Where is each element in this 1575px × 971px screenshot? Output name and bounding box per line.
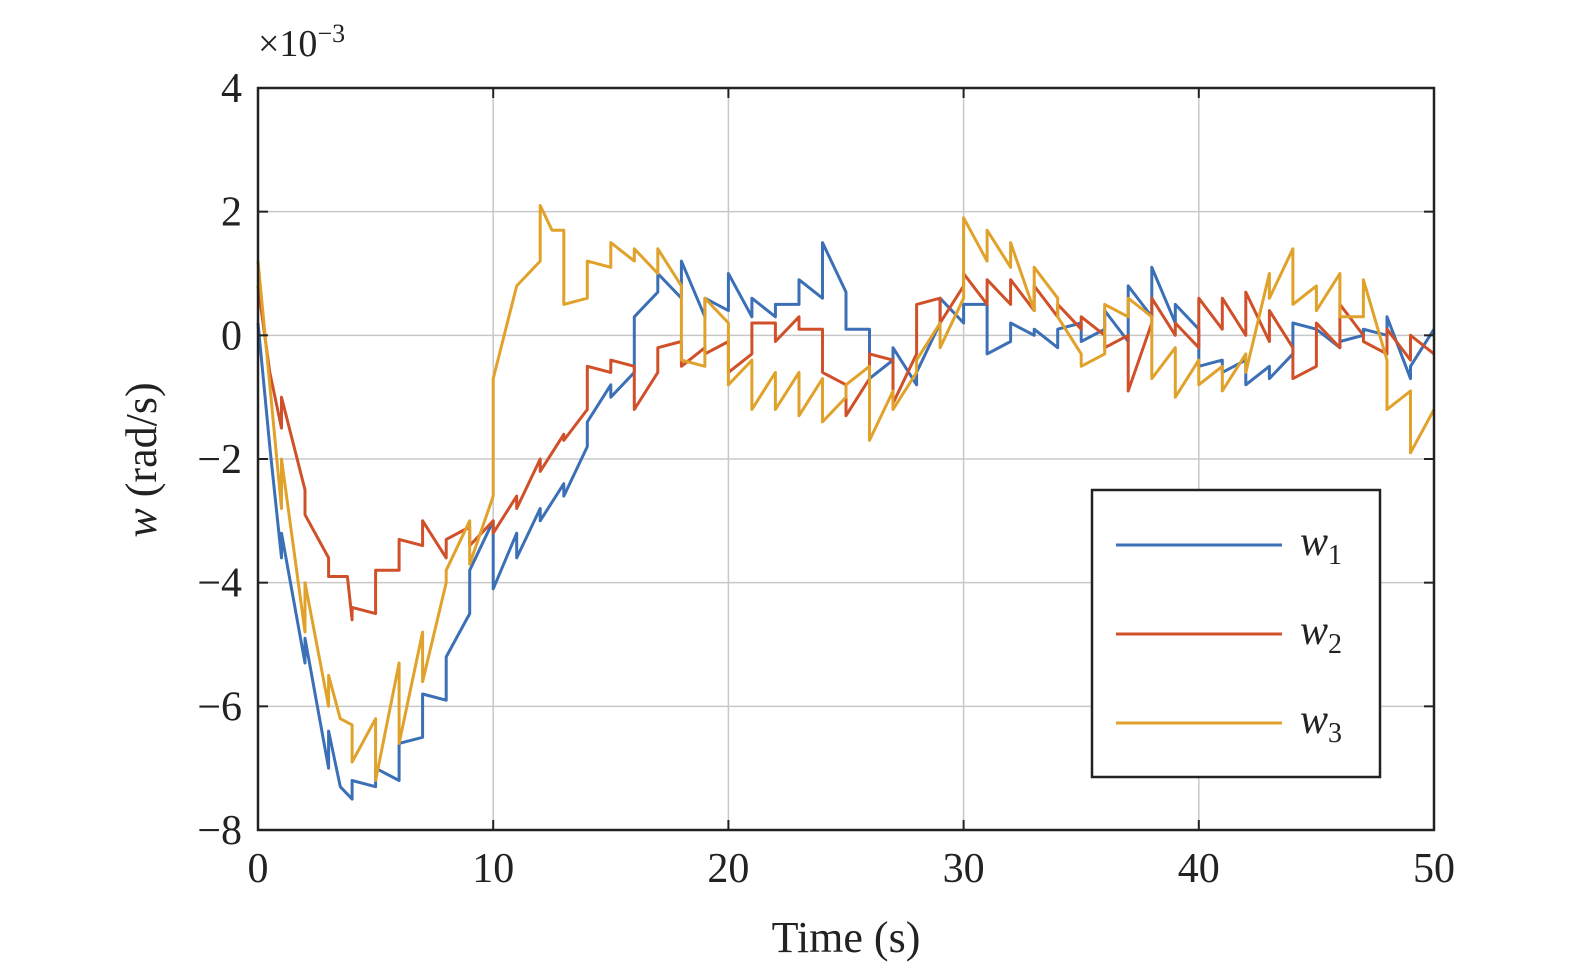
series-line-w3 [256,204,1436,782]
y-multiplier: ×10−3 [258,19,345,65]
y-multiplier-base: ×10 [258,23,317,65]
y-tick-labels: −8 −6 −4 −2 0 2 4 [197,66,242,854]
series-line-w2 [256,272,1435,622]
x-tick-label: 50 [1413,846,1455,892]
y-tick-label: −8 [197,808,242,854]
x-axis-title: Time (s) [772,913,921,962]
x-tick-label: 10 [472,846,514,892]
y-axis-unit: (rad/s) [117,382,166,497]
series-line-w1 [256,241,1436,801]
y-tick-label: −6 [197,684,242,730]
y-tick-label: −2 [197,437,242,483]
axis-ticks [257,87,1435,831]
legend-label-w1: w1 [1300,519,1342,571]
legend: w1 w2 w3 [1090,488,1382,779]
x-tick-label: 40 [1178,846,1220,892]
y-tick-label: 0 [221,313,242,359]
x-tick-label: 0 [248,846,269,892]
y-tick-label: 2 [221,190,242,236]
x-tick-label: 20 [707,846,749,892]
legend-label-w3: w3 [1300,697,1342,749]
y-tick-label: −4 [197,561,242,607]
x-tick-labels: 0 10 20 30 40 50 [248,846,1456,892]
series-lines [256,204,1436,801]
y-axis-title: w (rad/s) [117,382,166,537]
x-tick-label: 30 [943,846,985,892]
y-axis-symbol: w [117,508,166,538]
y-multiplier-exponent: −3 [317,19,345,48]
legend-label-w2: w2 [1300,608,1342,660]
y-tick-label: 4 [221,66,242,112]
